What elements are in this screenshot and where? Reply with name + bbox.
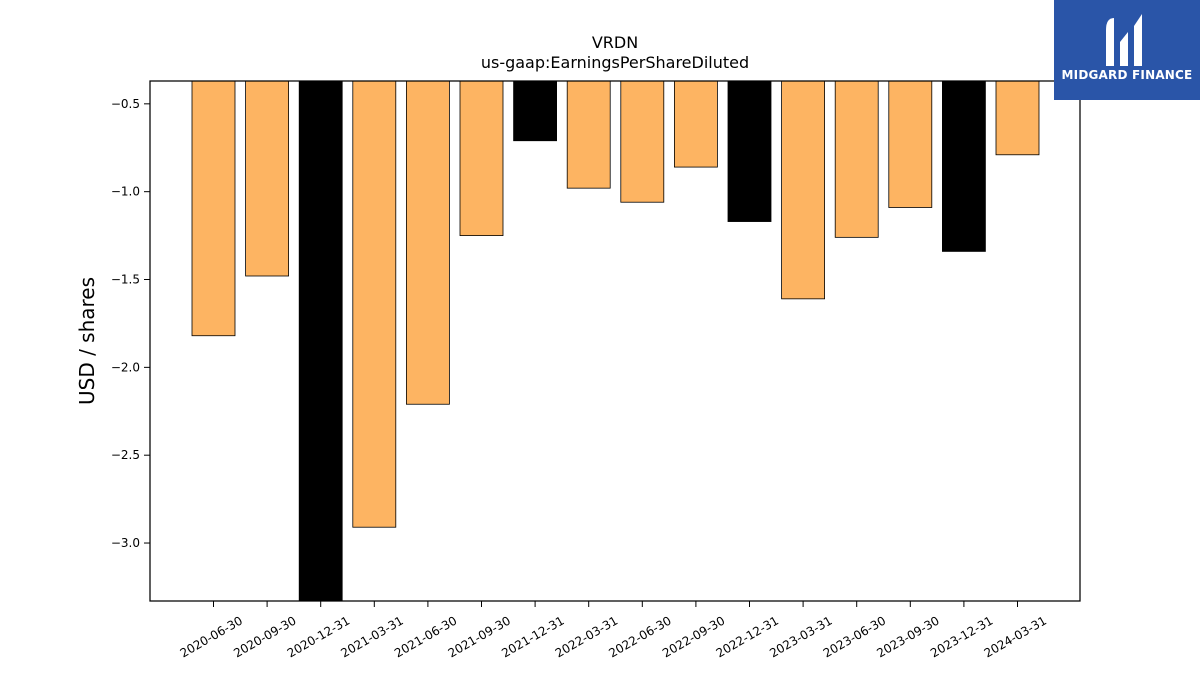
brand-logo: MIDGARD FINANCE [1054, 0, 1200, 100]
brand-logo-text: MIDGARD FINANCE [1061, 68, 1193, 82]
bar-2021-06-30 [405, 80, 450, 405]
bar-2021-09-30 [459, 80, 504, 236]
bars-group [191, 80, 1040, 602]
y-tick-label: −1.5 [111, 273, 140, 287]
chart-subtitle: us-gaap:EarningsPerShareDiluted [481, 53, 749, 72]
y-tick-label: −2.0 [111, 360, 140, 374]
bar-2023-09-30 [888, 80, 933, 208]
bar-2022-09-30 [674, 80, 718, 168]
y-tick-label: −3.0 [111, 536, 140, 550]
bar-2023-06-30 [834, 80, 879, 238]
chart-title: VRDN [592, 33, 638, 52]
bar-2022-06-30 [620, 80, 665, 203]
y-ticks-group: −0.5 −1.0 −1.5 −2.0 −2.5 −3.0 [111, 97, 150, 550]
bar-2021-03-31 [352, 80, 397, 528]
bar-2022-03-31 [566, 80, 611, 189]
y-tick-label: −2.5 [111, 448, 140, 462]
plot-frame [149, 80, 1081, 602]
bar-2020-09-30 [245, 80, 290, 277]
brand-logo-icon [1106, 14, 1142, 66]
bar-2020-12-31 [298, 80, 343, 602]
y-tick-label: −1.0 [111, 185, 140, 199]
bar-2023-03-31 [781, 80, 825, 300]
bar-2024-03-31 [995, 80, 1040, 156]
bar-2021-12-31 [513, 80, 557, 142]
bar-2022-12-31 [727, 80, 772, 222]
y-axis-label: USD / shares [75, 277, 99, 405]
bar-2020-06-30 [191, 80, 236, 337]
x-ticks-group: 2020-06-302020-09-302020-12-312021-03-31… [178, 601, 1049, 660]
bar-2023-12-31 [942, 80, 986, 252]
y-tick-label: −0.5 [111, 97, 140, 111]
